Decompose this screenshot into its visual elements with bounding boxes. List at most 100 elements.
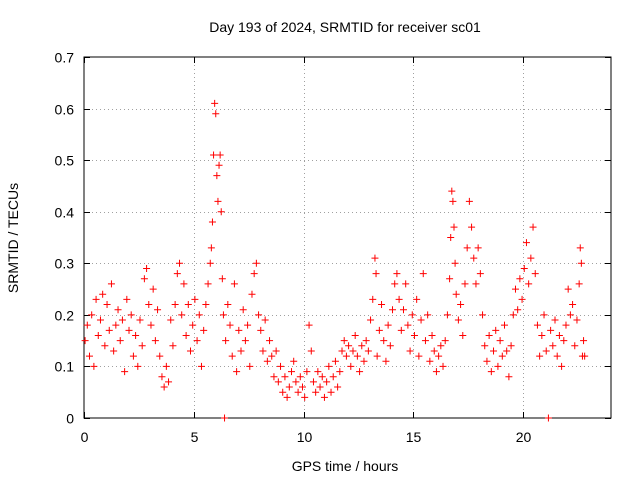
data-point — [204, 280, 212, 288]
data-point — [169, 342, 177, 350]
data-point — [547, 326, 555, 334]
data-point — [216, 151, 224, 159]
data-point — [389, 306, 397, 314]
data-point — [450, 223, 458, 231]
data-point — [298, 383, 306, 391]
data-point — [193, 337, 201, 345]
data-point — [132, 331, 140, 339]
data-point — [356, 368, 364, 376]
data-point — [449, 197, 457, 205]
data-point — [266, 337, 274, 345]
axis-ticks — [84, 57, 611, 419]
data-point — [290, 357, 298, 365]
data-point — [347, 362, 355, 370]
data-point — [564, 285, 572, 293]
data-point — [303, 368, 311, 376]
data-point — [577, 259, 585, 267]
y-tick-label: 0.2 — [55, 308, 75, 324]
data-point — [334, 383, 342, 391]
data-point — [562, 321, 570, 329]
data-point — [470, 254, 478, 262]
data-point — [210, 151, 218, 159]
data-point — [353, 352, 361, 360]
data-point — [441, 337, 449, 345]
data-point — [468, 223, 476, 231]
data-point — [527, 254, 535, 262]
y-tick-label: 0.5 — [55, 153, 75, 169]
data-point — [342, 352, 350, 360]
data-point — [147, 321, 155, 329]
data-point — [288, 368, 296, 376]
data-point — [490, 347, 498, 355]
data-point — [305, 321, 313, 329]
data-point — [553, 352, 561, 360]
data-point — [391, 280, 399, 288]
y-tick-label: 0.6 — [55, 102, 75, 118]
data-point — [217, 208, 225, 216]
data-point — [134, 362, 142, 370]
data-point — [259, 347, 267, 355]
data-point — [167, 316, 175, 324]
data-point — [184, 301, 192, 309]
data-point — [372, 270, 380, 278]
data-point — [327, 388, 335, 396]
data-point — [573, 316, 581, 324]
data-point — [226, 321, 234, 329]
data-point — [408, 311, 416, 319]
data-point — [160, 383, 168, 391]
data-point — [296, 373, 304, 381]
data-point — [214, 197, 222, 205]
data-point — [447, 234, 455, 241]
data-point — [325, 362, 333, 370]
data-point — [171, 301, 179, 309]
data-point — [261, 316, 269, 324]
data-point — [88, 311, 96, 319]
data-point — [112, 321, 120, 329]
data-point — [581, 352, 589, 360]
data-point — [107, 280, 115, 288]
y-tick-label: 0.4 — [55, 205, 75, 221]
data-point — [501, 321, 509, 329]
data-point — [362, 337, 370, 345]
data-point — [237, 347, 245, 355]
data-point — [505, 373, 513, 381]
data-point — [576, 244, 584, 252]
data-point — [371, 254, 379, 262]
data-point — [461, 280, 469, 288]
data-point — [173, 270, 181, 278]
data-point — [518, 295, 526, 303]
x-tick-labels: 0 5 10 15 20 — [81, 429, 532, 445]
data-point — [248, 290, 256, 298]
data-point — [186, 347, 194, 355]
data-point — [121, 368, 129, 376]
data-point — [378, 301, 386, 309]
data-point — [575, 280, 583, 288]
data-point — [292, 378, 300, 386]
data-point — [402, 280, 410, 288]
data-point — [309, 378, 317, 386]
data-point — [96, 316, 104, 324]
data-point — [571, 342, 579, 350]
data-point — [514, 306, 522, 314]
data-point — [509, 311, 517, 319]
data-point — [118, 316, 126, 324]
data-point — [140, 275, 148, 283]
data-point — [228, 352, 236, 360]
data-point — [549, 342, 557, 350]
data-point — [207, 244, 215, 252]
data-point — [413, 295, 421, 303]
data-point — [529, 223, 537, 231]
data-point — [404, 321, 412, 329]
data-point — [99, 290, 107, 298]
data-point — [143, 264, 151, 272]
data-point — [476, 270, 484, 278]
data-point — [154, 306, 162, 314]
data-point — [487, 368, 495, 376]
data-point — [329, 373, 337, 381]
data-point — [127, 311, 135, 319]
data-point — [331, 357, 339, 365]
plot-frame — [83, 56, 612, 419]
data-point — [277, 362, 285, 370]
data-point — [393, 270, 401, 278]
